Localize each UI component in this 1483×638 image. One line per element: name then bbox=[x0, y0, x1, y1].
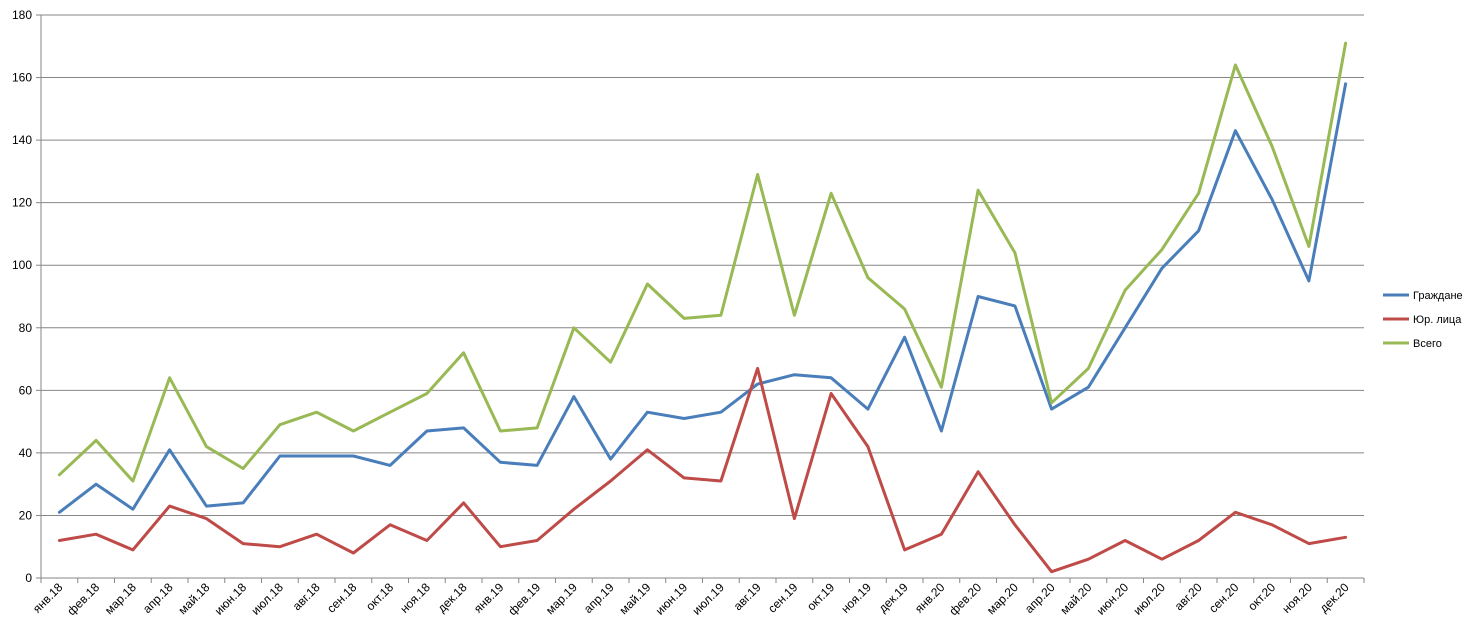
x-tick-label: июн.19 bbox=[653, 580, 691, 618]
y-tick-label: 140 bbox=[12, 133, 32, 147]
x-tick-label: фев.20 bbox=[946, 580, 984, 618]
x-tick-label: ноя.19 bbox=[838, 580, 874, 616]
axes bbox=[40, 15, 1364, 579]
x-tick-label: мар.18 bbox=[102, 580, 139, 617]
x-tick-label: сен.19 bbox=[765, 580, 801, 616]
x-tick-label: май.20 bbox=[1058, 580, 1095, 617]
x-tick-label: дек.20 bbox=[1317, 580, 1352, 615]
legend-label: Юр. лица bbox=[1413, 314, 1462, 326]
series-line-3 bbox=[57, 41, 1348, 483]
x-tick-label: июл.19 bbox=[689, 580, 727, 618]
x-tick-label: фев.19 bbox=[505, 580, 543, 618]
x-tick-label: дек.18 bbox=[435, 580, 470, 615]
x-tick-label: авг.19 bbox=[731, 580, 764, 613]
x-tick-label: июл.18 bbox=[248, 580, 286, 618]
legend: Граждане Юр. лица Всего bbox=[1383, 290, 1463, 350]
x-tick-label: янв.18 bbox=[30, 580, 66, 616]
x-tick-label: ноя.18 bbox=[397, 580, 433, 616]
x-tick-label: янв.20 bbox=[912, 580, 948, 616]
x-tick-label: авг.20 bbox=[1172, 580, 1205, 613]
series-lines bbox=[57, 41, 1348, 574]
x-tick-label: апр.20 bbox=[1022, 580, 1058, 616]
series-line-2 bbox=[57, 366, 1348, 574]
x-tick-label: июн.20 bbox=[1094, 580, 1132, 618]
x-tick-label: июн.18 bbox=[212, 580, 250, 618]
legend-label: Всего bbox=[1413, 338, 1442, 350]
y-axis-ticks: 0 20 40 60 80 100 120 140 160 180 bbox=[12, 8, 41, 585]
x-tick-label: сен.18 bbox=[324, 580, 360, 616]
x-tick-label: авг.18 bbox=[290, 580, 323, 613]
x-tick-label: окт.19 bbox=[804, 580, 837, 613]
x-tick-label: дек.19 bbox=[876, 580, 911, 615]
y-tick-label: 160 bbox=[12, 71, 32, 85]
x-tick-label: окт.20 bbox=[1245, 580, 1278, 613]
y-tick-label: 20 bbox=[19, 508, 33, 522]
x-tick-label: апр.19 bbox=[581, 580, 617, 616]
x-tick-label: янв.19 bbox=[471, 580, 507, 616]
x-tick-label: ноя.20 bbox=[1279, 580, 1315, 616]
y-tick-label: 0 bbox=[25, 571, 32, 585]
x-tick-label: апр.18 bbox=[140, 580, 176, 616]
x-tick-label: май.19 bbox=[617, 580, 654, 617]
y-tick-label: 100 bbox=[12, 258, 32, 272]
x-tick-label: май.18 bbox=[176, 580, 213, 617]
x-tick-label: сен.20 bbox=[1206, 580, 1242, 616]
y-tick-label: 80 bbox=[19, 321, 33, 335]
legend-label: Граждане bbox=[1413, 290, 1463, 302]
y-tick-label: 40 bbox=[19, 446, 33, 460]
x-tick-label: июл.20 bbox=[1130, 580, 1168, 618]
y-tick-label: 60 bbox=[19, 383, 33, 397]
x-tick-label: мар.19 bbox=[543, 580, 580, 617]
x-tick-label: фев.18 bbox=[64, 580, 102, 618]
gridlines bbox=[41, 14, 1364, 516]
y-tick-label: 120 bbox=[12, 196, 32, 210]
x-tick-label: мар.20 bbox=[984, 580, 1021, 617]
series-line-1 bbox=[57, 82, 1348, 514]
y-tick-label: 180 bbox=[12, 8, 32, 22]
x-tick-label: окт.18 bbox=[363, 580, 396, 613]
